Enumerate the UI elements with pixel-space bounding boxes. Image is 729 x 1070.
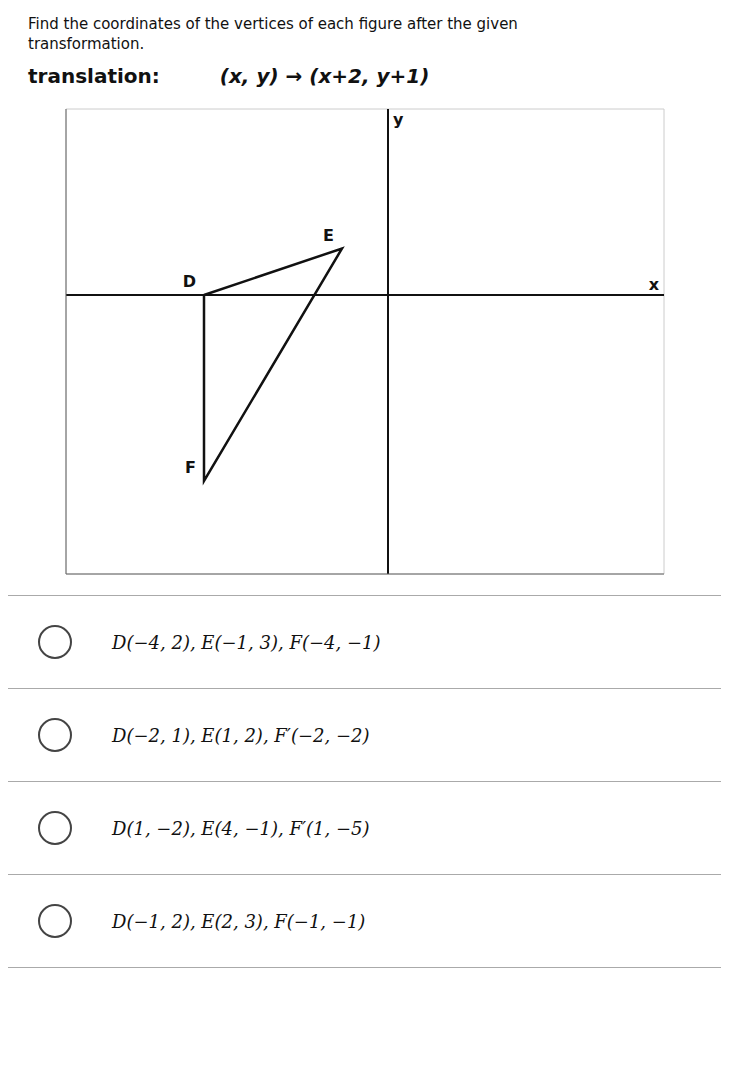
html-text:D(−2, 1), E(1, 2), F′(−2, −2): D(−2, 1), E(1, 2), F′(−2, −2) <box>112 724 370 746</box>
svg-text:y: y <box>393 110 404 129</box>
html-text:(x, y) → (x+2, y+1): (x, y) → (x+2, y+1) <box>219 64 430 88</box>
html-text:D(−4, 2), E(−1, 3), F(−4, −1): D(−4, 2), E(−1, 3), F(−4, −1) <box>112 631 381 653</box>
svg-text:E: E <box>323 226 334 245</box>
html-text:Find the coordinates of the ve: Find the coordinates of the vertices of … <box>28 15 518 53</box>
html-text:D(1, −2), E(4, −1), F′(1, −5): D(1, −2), E(4, −1), F′(1, −5) <box>112 817 370 839</box>
html-text:D(−1, 2), E(2, 3), F(−1, −1): D(−1, 2), E(2, 3), F(−1, −1) <box>112 910 366 932</box>
svg-text:D: D <box>183 272 196 291</box>
html-text:translation:: translation: <box>28 64 160 88</box>
svg-text:F: F <box>185 458 196 477</box>
svg-text:x: x <box>649 275 660 294</box>
